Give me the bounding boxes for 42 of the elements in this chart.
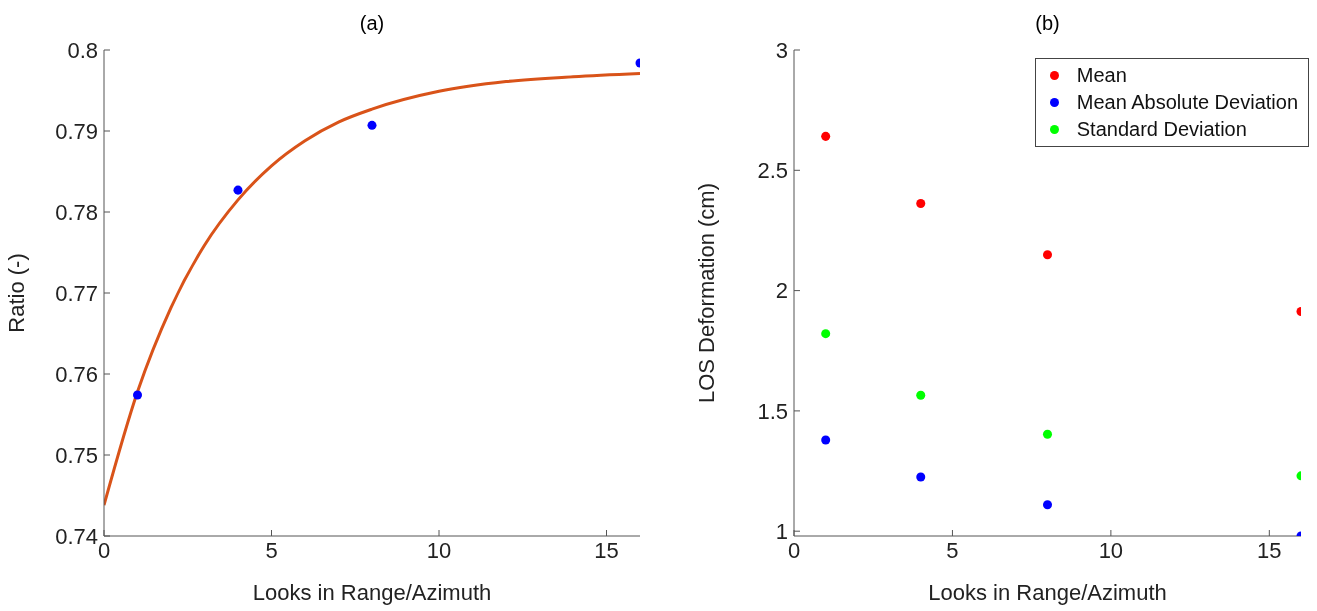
legend-label: Standard Deviation bbox=[1076, 117, 1247, 142]
x-tick-label: 0 bbox=[97, 537, 111, 563]
point bbox=[916, 472, 926, 482]
y-tick-label: 3 bbox=[775, 37, 788, 63]
x-tick-label: 10 bbox=[1098, 537, 1124, 563]
chart-title: (b) bbox=[1034, 12, 1061, 35]
x-tick-label: 5 bbox=[265, 537, 278, 563]
y-axis-title: Ratio (-) bbox=[3, 253, 29, 333]
y-tick-label: 0.78 bbox=[55, 199, 98, 225]
y-tick-label: 0.77 bbox=[55, 280, 98, 306]
legend-label: Mean bbox=[1076, 63, 1127, 88]
y-tick-label: 1.5 bbox=[757, 398, 788, 424]
legend-label: Mean Absolute Deviation bbox=[1076, 90, 1298, 115]
point bbox=[1042, 250, 1053, 260]
chart-title: (a) bbox=[358, 12, 386, 35]
point bbox=[132, 390, 143, 400]
line-series bbox=[104, 71, 640, 507]
point bbox=[916, 390, 926, 400]
x-tick-label: 10 bbox=[426, 537, 452, 563]
point bbox=[367, 120, 377, 130]
point bbox=[821, 435, 831, 445]
y-tick-label: 0.8 bbox=[67, 37, 98, 63]
x-tick-label: 15 bbox=[1257, 537, 1282, 563]
y-tick-label: 0.76 bbox=[55, 361, 98, 387]
y-tick-label: 1 bbox=[775, 519, 788, 544]
point bbox=[821, 329, 831, 339]
point bbox=[1042, 500, 1053, 510]
y-tick-label: 2 bbox=[775, 278, 788, 304]
x-axis-title: Looks in Range/Azimuth bbox=[928, 580, 1167, 605]
y-tick-label: 0.79 bbox=[55, 118, 98, 144]
x-tick-label: 15 bbox=[594, 537, 619, 563]
x-tick-label: 0 bbox=[787, 537, 801, 563]
point bbox=[1042, 429, 1053, 439]
y-axis-title: LOS Deformation (cm) bbox=[693, 182, 719, 404]
y-tick-label: 0.75 bbox=[55, 442, 98, 468]
point bbox=[821, 131, 831, 141]
y-tick-label: 2.5 bbox=[757, 158, 788, 184]
y-tick-label: 0.74 bbox=[55, 523, 98, 549]
point bbox=[233, 185, 243, 195]
x-axis-title: Looks in Range/Azimuth bbox=[252, 580, 492, 605]
point bbox=[916, 198, 926, 208]
x-tick-label: 5 bbox=[946, 537, 959, 563]
